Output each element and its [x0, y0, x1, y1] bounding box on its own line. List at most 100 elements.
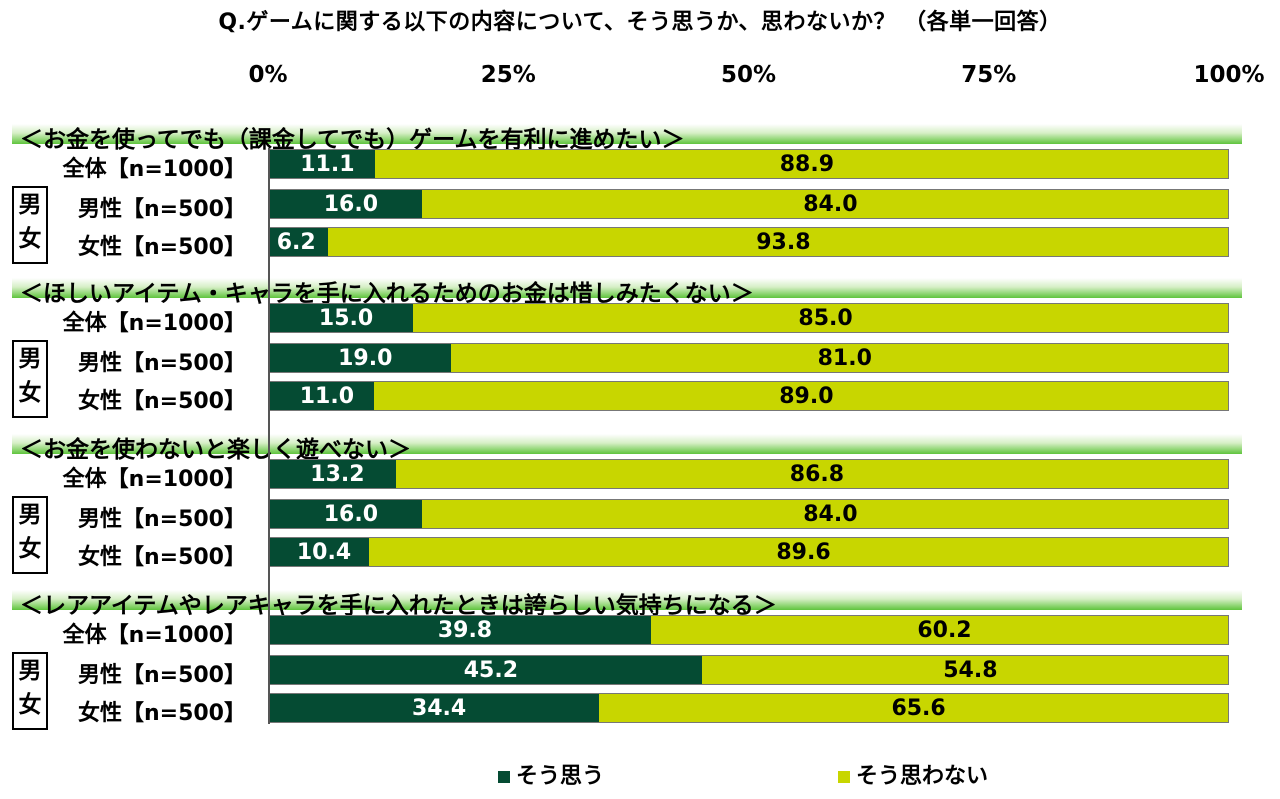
row-label: 全体【n=1000】	[62, 623, 246, 648]
data-label-no: 86.8	[789, 462, 845, 487]
section-header-band	[12, 124, 1242, 144]
legend-swatch-no	[838, 771, 850, 783]
row-label: 男性【n=500】	[77, 351, 246, 376]
bar-no	[395, 460, 1228, 488]
data-label-yes: 10.4	[296, 540, 352, 565]
bar-yes	[269, 344, 452, 372]
section-title: ＜ほしいアイテム・キャラを手に入れるためのお金は惜しみたくない＞	[20, 281, 754, 307]
x-tick-label: 0%	[248, 62, 288, 88]
bar-no	[412, 304, 1228, 332]
bar-track: 11.0 89.0	[268, 381, 1229, 411]
bar-yes	[269, 304, 413, 332]
bar-no	[702, 656, 1228, 684]
legend-item-yes: そう思う	[498, 758, 604, 790]
data-label-yes: 19.0	[338, 346, 393, 371]
section-header-band	[12, 590, 1242, 610]
bar-yes	[269, 460, 396, 488]
gender-label-female: 女	[18, 536, 42, 562]
bar-yes	[269, 228, 329, 256]
data-label-no: 93.8	[756, 230, 811, 255]
bar-track: 39.8 60.2	[268, 615, 1229, 645]
bar-no	[374, 382, 1228, 410]
data-label-yes: 13.2	[310, 462, 365, 487]
gender-group-box: 男女	[12, 496, 48, 574]
gender-label-male: 男	[18, 192, 42, 218]
section-title: ＜レアアイテムやレアキャラを手に入れたときは誇らしい気持ちになる＞	[20, 593, 777, 619]
gender-group-box: 男女	[12, 186, 48, 264]
data-label-yes: 6.2	[276, 230, 316, 255]
bar-no	[598, 694, 1228, 722]
data-label-yes: 15.0	[318, 306, 374, 331]
bar-track: 11.1 88.9	[268, 149, 1229, 179]
chart-title: Q.ゲームに関する以下の内容について、そう思うか、思わないか？ （各単一回答）	[218, 10, 1062, 35]
gender-label-male: 男	[18, 658, 42, 684]
bar-track: 45.2 54.8	[268, 655, 1229, 685]
bar-track: 6.2 93.8	[268, 227, 1229, 257]
data-label-yes: 39.8	[437, 618, 493, 643]
data-label-no: 88.9	[779, 152, 834, 177]
x-tick-label: 50%	[720, 62, 777, 88]
data-label-no: 85.0	[798, 306, 853, 331]
gender-group-box: 男女	[12, 652, 48, 730]
data-label-no: 81.0	[817, 346, 872, 371]
y-axis-line	[268, 148, 270, 724]
row-label: 全体【n=1000】	[62, 467, 246, 492]
row-label: 全体【n=1000】	[62, 311, 246, 336]
bar-track: 34.4 65.6	[268, 693, 1229, 723]
gender-label-male: 男	[18, 346, 42, 372]
section-title: ＜お金を使わないと楽しく遊べない＞	[20, 437, 411, 463]
bar-no	[422, 190, 1228, 218]
bar-yes	[269, 616, 651, 644]
gender-group-box: 男女	[12, 340, 48, 418]
gender-label-female: 女	[18, 226, 42, 252]
legend-swatch-yes	[498, 771, 510, 783]
bar-yes	[269, 190, 423, 218]
gender-label-female: 女	[18, 692, 42, 718]
bar-no	[451, 344, 1228, 372]
row-label: 男性【n=500】	[77, 197, 246, 222]
bar-yes	[269, 500, 423, 528]
bar-yes	[269, 382, 375, 410]
legend-label-yes: そう思う	[516, 764, 605, 789]
data-label-no: 84.0	[803, 502, 858, 527]
data-label-no: 84.0	[803, 192, 858, 217]
data-label-yes: 16.0	[323, 192, 378, 217]
row-label: 全体【n=1000】	[62, 157, 246, 182]
legend-label-no: そう思わない	[856, 764, 989, 789]
bar-no	[422, 500, 1228, 528]
data-label-yes: 45.2	[463, 658, 518, 683]
bar-track: 13.2 86.8	[268, 459, 1229, 489]
bar-yes	[269, 656, 703, 684]
data-label-no: 60.2	[917, 618, 972, 643]
row-label: 女性【n=500】	[77, 545, 246, 570]
bar-track: 16.0 84.0	[268, 499, 1229, 529]
bar-track: 15.0 85.0	[268, 303, 1229, 333]
row-label: 男性【n=500】	[77, 663, 246, 688]
bar-no	[375, 150, 1228, 178]
bar-yes	[269, 538, 369, 566]
data-label-no: 89.6	[776, 540, 831, 565]
data-label-no: 65.6	[891, 696, 946, 721]
row-label: 男性【n=500】	[77, 507, 246, 532]
data-label-yes: 11.1	[300, 152, 355, 177]
bar-track: 10.4 89.6	[268, 537, 1229, 567]
gender-label-female: 女	[18, 380, 42, 406]
data-label-no: 89.0	[779, 384, 834, 409]
data-label-yes: 11.0	[299, 384, 355, 409]
bar-yes	[269, 694, 599, 722]
row-label: 女性【n=500】	[77, 235, 246, 260]
x-tick-label: 100%	[1193, 62, 1265, 88]
x-tick-label: 25%	[480, 62, 536, 88]
legend-item-no: そう思わない	[838, 758, 988, 790]
x-tick-label: 75%	[961, 62, 1017, 88]
bar-track: 19.0 81.0	[268, 343, 1229, 373]
bar-no	[328, 228, 1228, 256]
row-label: 女性【n=500】	[77, 701, 246, 726]
data-label-no: 54.8	[943, 658, 998, 683]
bar-no	[650, 616, 1228, 644]
section-header-band	[12, 434, 1242, 454]
section-header-band	[12, 278, 1242, 298]
bar-no	[368, 538, 1228, 566]
data-label-yes: 16.0	[323, 502, 378, 527]
section-title: ＜お金を使ってでも（課金してでも）ゲームを有利に進めたい＞	[20, 127, 685, 153]
